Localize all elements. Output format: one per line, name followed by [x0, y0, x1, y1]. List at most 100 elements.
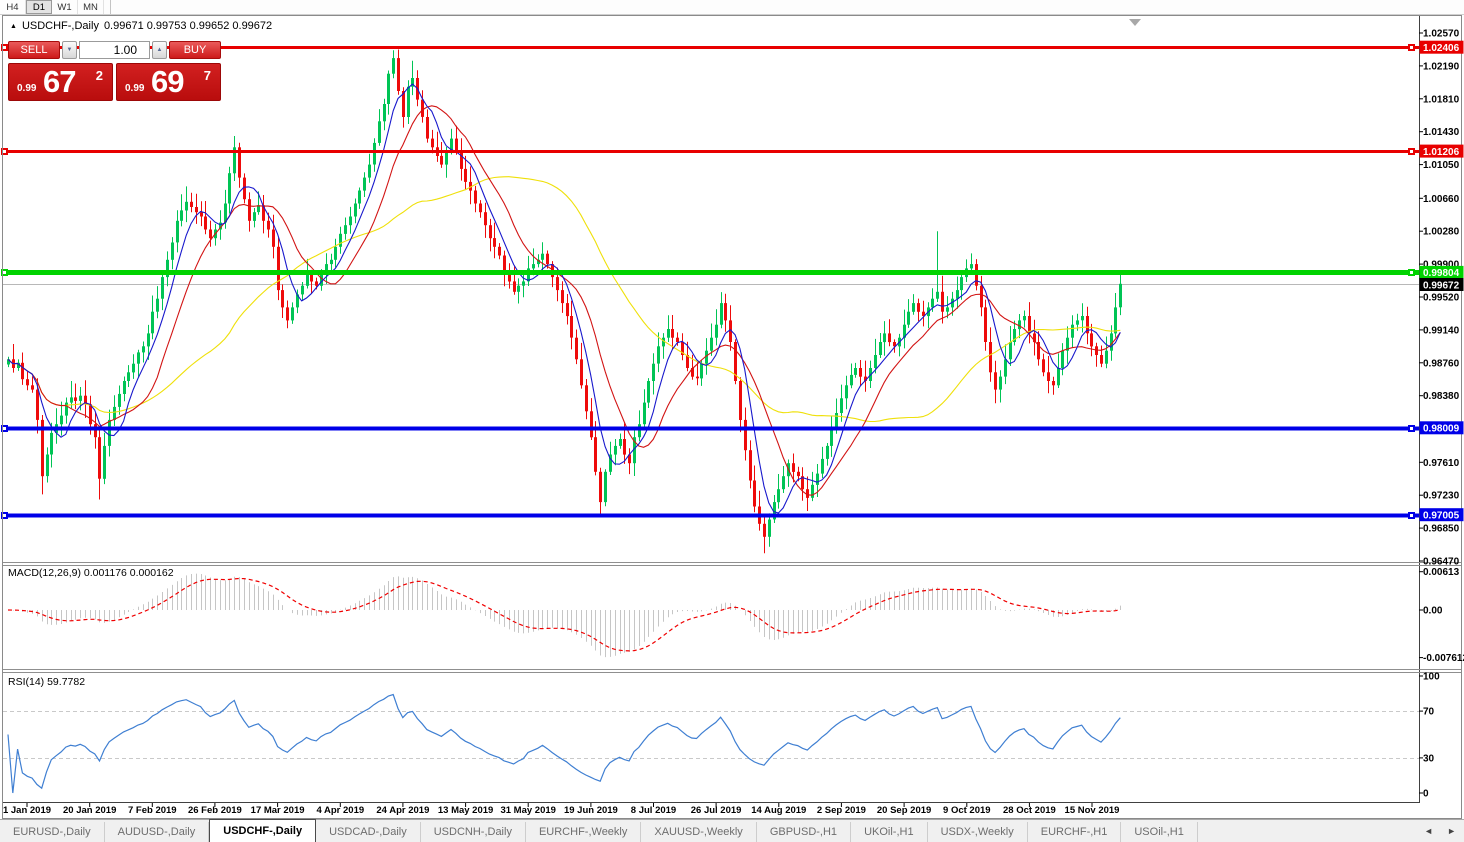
price-axis-tick: 0.97230 [1423, 491, 1460, 502]
buy-price-big-digits: 69 [151, 64, 184, 99]
macd-signal-line [7, 577, 1121, 652]
chart-tab-gbpusd-h1[interactable]: GBPUSD-,H1 [757, 822, 852, 842]
moving-averages [7, 83, 1121, 514]
sell-price-big-digits: 67 [43, 64, 76, 99]
price-axis-tick: 0.98760 [1423, 358, 1460, 369]
sell-price-tile[interactable]: 0.99 67 2 [8, 63, 113, 101]
tab-scroll-right-icon[interactable]: ► [1447, 826, 1456, 836]
date-axis-label: 13 May 2019 [438, 805, 493, 816]
chart-tab-bar: EURUSD-,Daily AUDUSD-,Daily USDCHF-,Daily U… [0, 819, 1464, 842]
date-axis-label: 20 Jan 2019 [63, 805, 116, 816]
horizontal-level-line-1.02406[interactable] [1, 44, 1419, 51]
price-axis-tick: 0.97610 [1423, 458, 1460, 469]
price-axis-tick: 0.99900 [1423, 260, 1460, 271]
chart-ohlc-values: 0.99671 0.99753 0.99652 0.99672 [103, 20, 273, 32]
date-axis-label: 17 Mar 2019 [251, 805, 305, 816]
price-axis-tick: 0.99520 [1423, 293, 1460, 304]
rsi-indicator-label: RSI(14) 59.7782 [8, 676, 86, 688]
sell-button[interactable]: SELL [8, 41, 60, 59]
tab-scroll-left-icon[interactable]: ◄ [1424, 826, 1434, 836]
buy-button[interactable]: BUY [169, 41, 221, 59]
date-axis-label: 26 Jul 2019 [691, 805, 742, 816]
level-price-label: 0.99804 [1423, 268, 1460, 279]
timeframe-button-w1[interactable]: W1 [52, 0, 78, 14]
chart-tab-usdchf-daily[interactable]: USDCHF-,Daily [209, 819, 317, 842]
date-axis-label: 14 Aug 2019 [751, 805, 806, 816]
price-axis-tick: 0.96850 [1423, 524, 1460, 535]
date-axis-label: 8 Jul 2019 [631, 805, 676, 816]
rsi-axis-tick: 70 [1423, 707, 1435, 718]
rsi-axis-tick: 100 [1423, 672, 1440, 683]
date-axis-label: 4 Apr 2019 [316, 805, 364, 816]
triangle-up-icon: ▲ [156, 47, 163, 53]
date-axis-label: 24 Apr 2019 [376, 805, 429, 816]
macd-axis-tick: 0.00 [1423, 606, 1443, 617]
chart-tab-eurchf-h1[interactable]: EURCHF-,H1 [1028, 822, 1122, 842]
sell-price-prefix: 0.99 [17, 83, 37, 94]
buy-price-pip-digit: 7 [203, 68, 211, 83]
date-axis-label: 26 Feb 2019 [188, 805, 242, 816]
price-axis-tick: 1.00280 [1423, 227, 1460, 238]
date-axis-label: 31 May 2019 [500, 805, 555, 816]
timeframe-button-mn[interactable]: MN [78, 0, 104, 14]
chart-shift-marker-icon[interactable] [1129, 19, 1141, 26]
date-axis-label: 2 Sep 2019 [817, 805, 866, 816]
macd-axis-tick: 0.00613 [1423, 567, 1460, 578]
date-axis-label: 1 Jan 2019 [3, 805, 51, 816]
horizontal-level-line-0.97005[interactable] [1, 512, 1419, 519]
chart-tab-eurusd-daily[interactable]: EURUSD-,Daily [0, 822, 105, 842]
chart-tab-ukoil-h1[interactable]: UKOil-,H1 [851, 822, 928, 842]
chart-symbol-label: USDCHF-,Daily [21, 20, 99, 32]
date-axis-label: 19 Jun 2019 [564, 805, 618, 816]
level-price-label: 1.01206 [1423, 147, 1460, 158]
chart-title: ▲ USDCHF-,Daily 0.99671 0.99753 0.99652 … [10, 20, 272, 32]
price-axis-tick: 1.01050 [1423, 160, 1460, 171]
level-price-label: 1.02406 [1423, 43, 1460, 54]
chart-tab-xauusd-weekly[interactable]: XAUUSD-,Weekly [641, 822, 757, 842]
level-price-labels: 1.02406 1.01206 0.99804 0.98009 0.97005 0.996… [1419, 40, 1464, 522]
timeframe-button-d1[interactable]: D1 [26, 0, 52, 14]
chart-tab-usdx-weekly[interactable]: USDX-,Weekly [928, 822, 1028, 842]
rsi-axis-tick: 30 [1423, 753, 1435, 764]
price-axis-tick: 1.02190 [1423, 61, 1460, 72]
date-axis-label: 20 Sep 2019 [877, 805, 931, 816]
candles [7, 49, 1122, 554]
horizontal-level-line-0.98009[interactable] [1, 425, 1419, 432]
ma-6-line [7, 83, 1121, 514]
volume-decrease-button[interactable]: ▼ [62, 41, 77, 59]
date-axis-label: 9 Oct 2019 [943, 805, 991, 816]
timeframe-button-h4[interactable]: H4 [0, 0, 26, 14]
macd-histogram [13, 573, 1121, 658]
level-price-label: 0.97005 [1423, 511, 1460, 522]
price-axis-tick: 0.96470 [1423, 557, 1460, 568]
chart-tab-usdcad-daily[interactable]: USDCAD-,Daily [316, 822, 421, 842]
price-axis-tick: 0.99140 [1423, 325, 1460, 336]
collapse-panel-icon[interactable]: ▲ [10, 22, 17, 30]
chart-tab-eurchf-weekly[interactable]: EURCHF-,Weekly [526, 822, 642, 842]
toolbar-separator [110, 0, 111, 14]
chart-tab-usoil-h1[interactable]: USOil-,H1 [1121, 822, 1198, 842]
horizontal-level-line-1.01206[interactable] [1, 148, 1419, 155]
level-price-label: 0.98009 [1423, 424, 1460, 435]
axes: 1.02570 1.02190 1.01810 1.01430 1.01050 1.006… [2, 15, 1464, 819]
volume-input[interactable]: 1.00 [79, 41, 150, 59]
price-axis-tick: 1.00660 [1423, 194, 1460, 205]
macd-axis-tick: -0.007612 [1423, 653, 1464, 664]
sell-price-pip-digit: 2 [95, 68, 103, 83]
macd-indicator-label: MACD(12,26,9) 0.001176 0.000162 [8, 567, 174, 579]
shift-marker[interactable] [1129, 19, 1141, 26]
rsi-axis-tick: 0 [1423, 789, 1429, 800]
horizontal-level-line-0.99804[interactable] [1, 269, 1419, 276]
chart-tab-usdcnh-daily[interactable]: USDCNH-,Daily [421, 822, 526, 842]
buy-price-prefix: 0.99 [125, 83, 145, 94]
rsi-line [7, 693, 1121, 794]
price-axis-tick: 1.01430 [1423, 127, 1460, 138]
ma-40-line [7, 176, 1121, 423]
chart-tab-audusd-daily[interactable]: AUDUSD-,Daily [105, 822, 210, 842]
buy-price-tile[interactable]: 0.99 69 7 [116, 63, 221, 101]
price-axis-tick: 1.02570 [1423, 29, 1460, 40]
volume-increase-button[interactable]: ▲ [152, 41, 167, 59]
date-axis-label: 28 Oct 2019 [1003, 805, 1056, 816]
